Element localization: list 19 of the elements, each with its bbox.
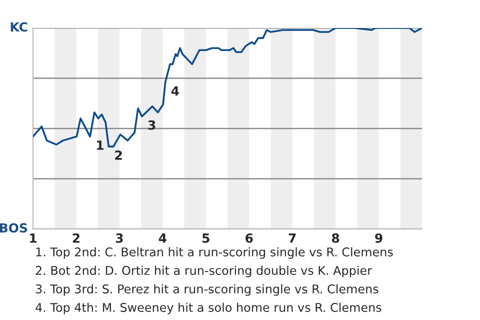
x-tick-label: 6 [246, 233, 253, 243]
x-tick-label: 5 [202, 234, 210, 243]
x-tick-label: 7 [288, 234, 296, 243]
x-tick-label: 3 [116, 233, 123, 243]
text: 1. Top 2nd: C. Beltran hit a run-scoring single vs R. Clemens [36, 247, 393, 259]
annotation: 4 [171, 86, 179, 96]
x-tick-label: 4 [158, 234, 166, 243]
x-tick-label: 2 [72, 233, 80, 243]
x-tick-label: 1 [30, 234, 36, 243]
text: BOS [0, 223, 28, 233]
text: KC [10, 22, 28, 32]
text: 3. Top 3rd: S. Perez hit a run-scoring single vs R. Clemens [36, 284, 378, 296]
annotation: 1 [97, 140, 104, 150]
x-tick-label: 9 [375, 233, 382, 243]
x-tick-label: 8 [332, 233, 340, 243]
text: 2. Bot 2nd: D. Ortiz hit a run-scoring double vs K. Appier [36, 266, 372, 278]
annotation: 3 [148, 120, 156, 130]
annotation: 2 [115, 150, 122, 160]
text: 4. Top 4th: M. Sweeney hit a solo home run vs R. Clemens [36, 302, 382, 314]
